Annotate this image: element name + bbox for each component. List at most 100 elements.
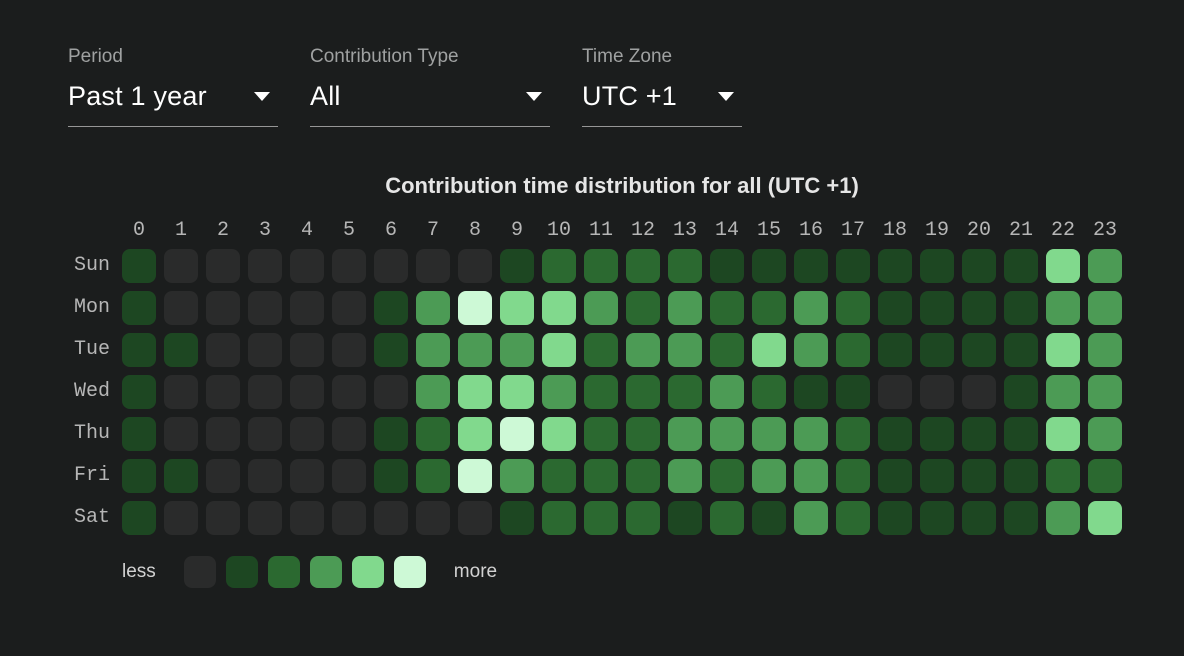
heatmap-cell bbox=[290, 249, 324, 283]
time-zone-value: UTC +1 bbox=[582, 81, 677, 111]
heatmap-cell bbox=[164, 501, 198, 535]
heatmap-cell bbox=[962, 333, 996, 367]
heatmap-cell bbox=[668, 249, 702, 283]
heatmap-cell bbox=[920, 375, 954, 409]
heatmap-cell bbox=[1088, 375, 1122, 409]
heatmap-cell bbox=[416, 291, 450, 325]
time-zone-label: Time Zone bbox=[582, 46, 673, 67]
day-label: Thu bbox=[73, 422, 110, 445]
heatmap-cell bbox=[290, 501, 324, 535]
heatmap-cell bbox=[458, 375, 492, 409]
heatmap-cell bbox=[1046, 501, 1080, 535]
heatmap-cell bbox=[164, 291, 198, 325]
heatmap-cell bbox=[878, 375, 912, 409]
heatmap-cell bbox=[122, 501, 156, 535]
legend-swatch bbox=[267, 556, 300, 588]
heatmap-cell bbox=[1088, 333, 1122, 367]
heatmap-cell bbox=[206, 249, 240, 283]
heatmap-cell bbox=[1004, 375, 1038, 409]
heatmap-cell bbox=[794, 459, 828, 493]
heatmap-cell bbox=[122, 375, 156, 409]
heatmap-cell bbox=[710, 375, 744, 409]
hour-label: 2 bbox=[216, 219, 229, 242]
heatmap-cell bbox=[1046, 291, 1080, 325]
contribution-type-value: All bbox=[310, 81, 341, 111]
heatmap-cell bbox=[416, 249, 450, 283]
heatmap-cell bbox=[710, 291, 744, 325]
day-label: Sun bbox=[73, 254, 110, 277]
heatmap-cell bbox=[542, 417, 576, 451]
heatmap-cell bbox=[668, 417, 702, 451]
period-dropdown[interactable]: Past 1 year bbox=[68, 81, 278, 127]
heatmap-row-cells bbox=[122, 291, 1122, 325]
day-label: Tue bbox=[73, 338, 110, 361]
heatmap-cell bbox=[164, 417, 198, 451]
heatmap-cell bbox=[416, 375, 450, 409]
contribution-type-dropdown[interactable]: All bbox=[310, 81, 550, 127]
legend-swatches bbox=[183, 556, 426, 588]
heatmap-cell bbox=[374, 249, 408, 283]
heatmap-cell bbox=[710, 333, 744, 367]
period-label: Period bbox=[68, 46, 123, 67]
heatmap-cell bbox=[584, 375, 618, 409]
heatmap-cell bbox=[542, 501, 576, 535]
heatmap-cell bbox=[752, 291, 786, 325]
heatmap-cell bbox=[458, 333, 492, 367]
heatmap-cell bbox=[1046, 417, 1080, 451]
hour-label: 4 bbox=[300, 219, 313, 242]
heatmap-cell bbox=[794, 291, 828, 325]
heatmap-cell bbox=[584, 291, 618, 325]
heatmap-cell bbox=[332, 291, 366, 325]
heatmap-cell bbox=[1088, 459, 1122, 493]
heatmap-cell bbox=[164, 375, 198, 409]
heatmap-rows: Sun Mon Tue Wed Thu Fri Sat bbox=[68, 249, 1122, 535]
time-zone-dropdown[interactable]: UTC +1 bbox=[582, 81, 742, 127]
chevron-down-icon bbox=[718, 92, 734, 101]
heatmap-cell bbox=[962, 459, 996, 493]
heatmap-cell bbox=[710, 459, 744, 493]
heatmap-cell bbox=[248, 333, 282, 367]
day-label: Wed bbox=[73, 380, 110, 403]
heatmap-row-cells bbox=[122, 249, 1122, 283]
legend-less-label: less bbox=[122, 561, 156, 582]
heatmap-cell bbox=[836, 417, 870, 451]
heatmap-cell bbox=[668, 291, 702, 325]
hour-label: 8 bbox=[468, 219, 481, 242]
heatmap-cell bbox=[752, 375, 786, 409]
heatmap-cell bbox=[206, 501, 240, 535]
chevron-down-icon bbox=[526, 92, 542, 101]
heatmap-cell bbox=[962, 501, 996, 535]
hour-label: 19 bbox=[924, 219, 949, 242]
heatmap-cell bbox=[1004, 417, 1038, 451]
heatmap-cell bbox=[458, 249, 492, 283]
heatmap-cell bbox=[1004, 249, 1038, 283]
heatmap-cell bbox=[1088, 501, 1122, 535]
heatmap-cell bbox=[878, 417, 912, 451]
heatmap-cell bbox=[1046, 375, 1080, 409]
heatmap-cell bbox=[962, 417, 996, 451]
legend-swatch bbox=[183, 556, 216, 588]
heatmap-cell bbox=[794, 417, 828, 451]
heatmap-cell bbox=[752, 249, 786, 283]
hour-label: 13 bbox=[672, 219, 697, 242]
heatmap-cell bbox=[206, 417, 240, 451]
heatmap-cell bbox=[962, 375, 996, 409]
heatmap-cell bbox=[878, 333, 912, 367]
heatmap-cell bbox=[626, 501, 660, 535]
heatmap-row: Wed bbox=[68, 375, 1122, 409]
heatmap-cell bbox=[626, 417, 660, 451]
heatmap-cell bbox=[122, 291, 156, 325]
hour-label: 23 bbox=[1092, 219, 1117, 242]
heatmap-cell bbox=[542, 291, 576, 325]
heatmap-row: Fri bbox=[68, 459, 1122, 493]
heatmap-cell bbox=[164, 249, 198, 283]
hour-label: 15 bbox=[756, 219, 781, 242]
hour-label: 0 bbox=[132, 219, 145, 242]
heatmap-cell bbox=[458, 291, 492, 325]
heatmap-cell bbox=[416, 459, 450, 493]
heatmap-cell bbox=[836, 333, 870, 367]
heatmap-cell bbox=[206, 291, 240, 325]
hour-label: 12 bbox=[630, 219, 655, 242]
heatmap-cell bbox=[1004, 459, 1038, 493]
hour-label: 11 bbox=[588, 219, 613, 242]
